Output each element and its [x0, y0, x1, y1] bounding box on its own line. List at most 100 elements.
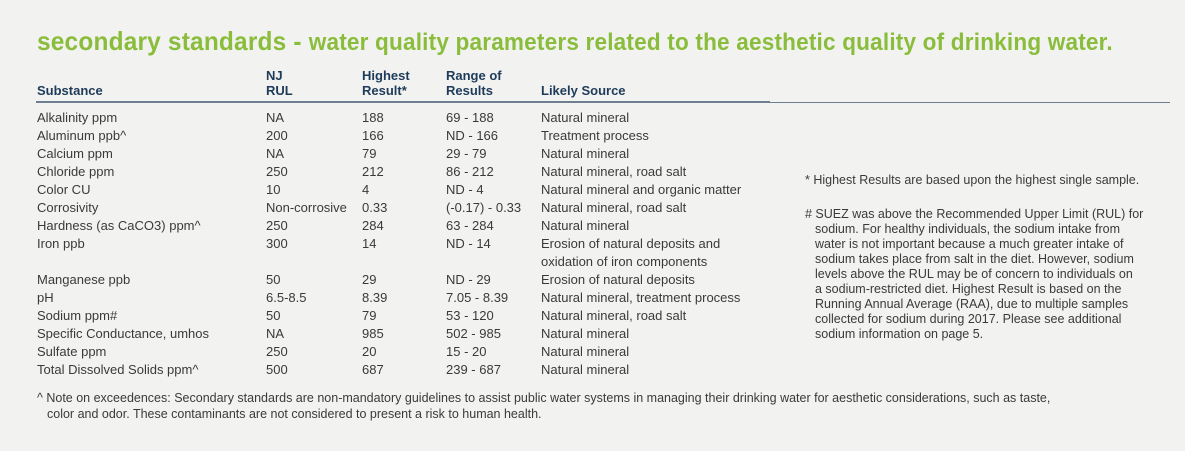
nj-rul-cell: NA [266, 326, 285, 341]
note-sodium: # SUEZ was above the Recommended Upper L… [805, 207, 1175, 342]
header-nj-rul: NJ RUL [266, 68, 293, 98]
highest-result-cell: 20 [362, 344, 377, 359]
substance-cell: pH [37, 290, 54, 305]
nj-rul-cell: Non-corrosive [266, 200, 347, 215]
note-sodium-line: collected for sodium during 2017. Please… [815, 312, 1122, 326]
highest-result-cell: 8.39 [362, 290, 388, 305]
substance-cell: Alkalinity ppm [37, 110, 118, 125]
note-sodium-line: levels above the RUL may be of concern t… [815, 267, 1133, 281]
substance-cell: Corrosivity [37, 200, 99, 215]
note-sodium-line: Running Annual Average (RAA), due to mul… [815, 297, 1129, 311]
likely-source-cell: Natural mineral [541, 110, 630, 125]
nj-rul-cell: 200 [266, 128, 288, 143]
nj-rul-cell: NA [266, 110, 285, 125]
nj-rul-cell: 250 [266, 164, 288, 179]
highest-result-cell: 0.33 [362, 200, 388, 215]
range-cell: 7.05 - 8.39 [446, 290, 509, 305]
highest-result-cell: 188 [362, 110, 384, 125]
title-main: water quality parameters related to the … [308, 29, 1113, 56]
range-cell: ND - 14 [446, 236, 491, 251]
highest-result-cell: 4 [362, 182, 370, 197]
range-cell: 69 - 188 [446, 110, 494, 125]
nj-rul-cell: 250 [266, 344, 288, 359]
footnote-line: ^ Note on exceedences: Secondary standar… [37, 391, 1051, 405]
range-cell: 239 - 687 [446, 362, 501, 377]
page-title: secondary standards - water quality para… [37, 26, 1113, 57]
header-substance: Substance [37, 83, 103, 98]
note-sodium-line: a sodium-restricted diet. Highest Result… [815, 282, 1122, 296]
nj-rul-cell: 50 [266, 308, 281, 323]
substance-cell: Hardness (as CaCO3) ppm^ [37, 218, 201, 233]
likely-source-cell: Natural mineral, road salt [541, 308, 687, 323]
likely-source-cell: Natural mineral [541, 218, 630, 233]
header-range-line1: Range of [446, 68, 502, 83]
highest-result-cell: 212 [362, 164, 384, 179]
highest-result-cell: 166 [362, 128, 384, 143]
nj-rul-cell: 6.5-8.5 [266, 290, 307, 305]
substance-cell: Color CU [37, 182, 91, 197]
substance-cell: Sulfate ppm [37, 344, 107, 359]
header-range-line2: Results [446, 83, 493, 98]
note-sodium-line: water is not important because a much gr… [815, 237, 1124, 251]
highest-result-cell: 79 [362, 308, 377, 323]
header-nj-rul-line2: RUL [266, 83, 293, 98]
header-nj-rul-line1: NJ [266, 68, 283, 83]
highest-result-cell: 985 [362, 326, 384, 341]
note-sodium-line: sodium. For healthy individuals, the sod… [815, 222, 1121, 236]
likely-source-cell: Treatment process [541, 128, 649, 143]
note-sodium-line: sodium takes place from salt in the diet… [815, 252, 1134, 266]
highest-result-cell: 14 [362, 236, 377, 251]
likely-source-cell-continued: oxidation of iron components [541, 254, 708, 269]
note-sodium-line: sodium information on page 5. [815, 327, 984, 341]
substance-cell: Calcium ppm [37, 146, 113, 161]
range-cell: 53 - 120 [446, 308, 494, 323]
substance-cell: Manganese ppb [37, 272, 131, 287]
range-cell: 63 - 284 [446, 218, 494, 233]
range-cell: ND - 166 [446, 128, 499, 143]
substance-cell: Iron ppb [37, 236, 85, 251]
range-cell: ND - 4 [446, 182, 484, 197]
range-cell: ND - 29 [446, 272, 491, 287]
likely-source-cell: Erosion of natural deposits [541, 272, 695, 287]
substance-cell: Specific Conductance, umhos [37, 326, 209, 341]
range-cell: 502 - 985 [446, 326, 501, 341]
title-prefix: secondary standards - [37, 26, 309, 56]
highest-result-cell: 29 [362, 272, 377, 287]
range-cell: (-0.17) - 0.33 [446, 200, 522, 215]
nj-rul-cell: 300 [266, 236, 288, 251]
likely-source-cell: Natural mineral [541, 146, 630, 161]
range-cell: 86 - 212 [446, 164, 494, 179]
nj-rul-cell: NA [266, 146, 285, 161]
header-divider-extension [770, 102, 1170, 103]
likely-source-cell: Natural mineral, road salt [541, 164, 687, 179]
likely-source-cell: Natural mineral [541, 326, 630, 341]
likely-source-cell: Natural mineral, treatment process [541, 290, 741, 305]
highest-result-cell: 79 [362, 146, 377, 161]
nj-rul-cell: 50 [266, 272, 281, 287]
nj-rul-cell: 250 [266, 218, 288, 233]
header-divider [36, 101, 770, 103]
note-sodium-line: # SUEZ was above the Recommended Upper L… [805, 207, 1144, 221]
likely-source-cell: Natural mineral [541, 362, 630, 377]
substance-cell: Sodium ppm# [37, 308, 118, 323]
header-range: Range of Results [446, 68, 502, 98]
range-cell: 15 - 20 [446, 344, 487, 359]
nj-rul-cell: 500 [266, 362, 288, 377]
substance-cell: Aluminum ppb^ [37, 128, 127, 143]
substance-cell: Chloride ppm [37, 164, 115, 179]
footnote-exceedences: ^ Note on exceedences: Secondary standar… [37, 390, 1167, 422]
header-likely-source: Likely Source [541, 83, 626, 98]
header-highest-line2: Result* [362, 83, 407, 98]
note-highest-results: * Highest Results are based upon the hig… [805, 173, 1140, 187]
highest-result-cell: 687 [362, 362, 384, 377]
highest-result-cell: 284 [362, 218, 384, 233]
likely-source-cell: Natural mineral, road salt [541, 200, 687, 215]
range-cell: 29 - 79 [446, 146, 487, 161]
nj-rul-cell: 10 [266, 182, 281, 197]
substance-cell: Total Dissolved Solids ppm^ [37, 362, 199, 377]
likely-source-cell: Erosion of natural deposits and [541, 236, 721, 251]
header-highest-result: Highest Result* [362, 68, 410, 98]
footnote-line: color and odor. These contaminants are n… [47, 407, 542, 421]
likely-source-cell: Natural mineral and organic matter [541, 182, 742, 197]
header-highest-line1: Highest [362, 68, 410, 83]
